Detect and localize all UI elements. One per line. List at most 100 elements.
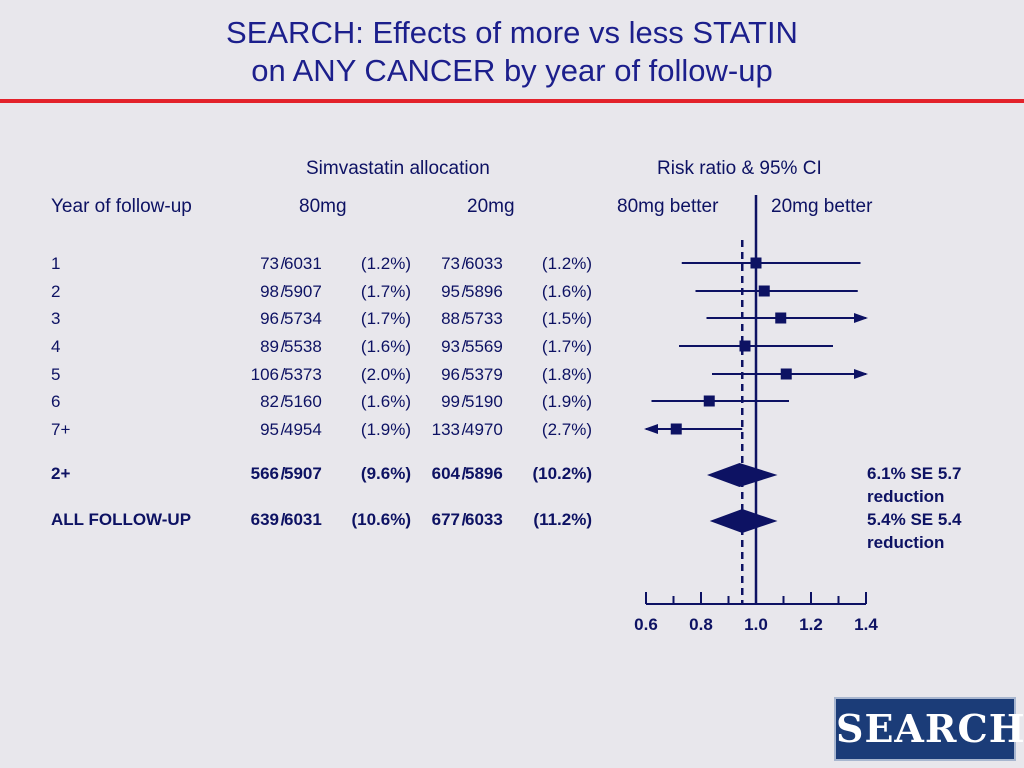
row-label: 3 — [51, 309, 61, 328]
col-20mg-header: 20mg — [467, 196, 515, 217]
row-label: 7+ — [51, 420, 71, 439]
total-80mg: 5538 — [284, 337, 322, 356]
pct-20mg: (1.8%) — [541, 365, 592, 384]
slash-80mg: / — [280, 337, 286, 356]
row-label: 2+ — [51, 464, 71, 483]
row-label: 1 — [51, 254, 61, 273]
slash-80mg: / — [280, 254, 286, 273]
row-label: ALL FOLLOW-UP — [51, 510, 192, 529]
total-20mg: 5896 — [465, 282, 503, 301]
events-20mg: 96 — [441, 365, 460, 384]
page-title: SEARCH: Effects of more vs less STATIN o… — [0, 14, 1024, 90]
slash-20mg: / — [461, 309, 467, 328]
total-80mg: 4954 — [284, 420, 322, 439]
total-20mg: 5190 — [465, 392, 503, 411]
slash-80mg: / — [280, 464, 286, 483]
reduction-word: reduction — [867, 487, 945, 506]
slash-20mg: / — [461, 464, 467, 483]
pct-80mg: (10.6%) — [351, 510, 411, 529]
pct-20mg: (2.7%) — [541, 420, 592, 439]
total-20mg: 4970 — [465, 420, 503, 439]
row-label: 4 — [51, 337, 61, 356]
reduction-word: reduction — [867, 533, 945, 552]
x-axis-tick-label: 1.0 — [744, 615, 768, 634]
slash-20mg: / — [461, 337, 467, 356]
summary-diamond — [707, 463, 778, 487]
events-80mg: 95 — [260, 420, 279, 439]
events-80mg: 73 — [260, 254, 279, 273]
events-20mg: 93 — [441, 337, 460, 356]
total-80mg: 5907 — [284, 464, 322, 483]
ci-arrow-right — [854, 369, 868, 379]
reduction-value: 5.4% SE 5.4 — [867, 510, 962, 529]
search-logo: SEARCH — [834, 697, 1024, 761]
slash-20mg: / — [461, 510, 467, 529]
events-80mg: 89 — [260, 337, 279, 356]
slash-20mg: / — [461, 420, 467, 439]
x-axis-tick-label: 1.2 — [799, 615, 823, 634]
x-axis-tick-label: 0.8 — [689, 615, 713, 634]
pct-80mg: (1.7%) — [360, 282, 411, 301]
total-20mg: 5379 — [465, 365, 503, 384]
total-80mg: 6031 — [284, 254, 322, 273]
x-axis-tick-label: 0.6 — [634, 615, 658, 634]
total-80mg: 5907 — [284, 282, 322, 301]
slash-20mg: / — [461, 282, 467, 301]
events-80mg: 639 — [250, 510, 279, 529]
row-label: 5 — [51, 365, 61, 384]
total-80mg: 5734 — [284, 309, 322, 328]
year-header: Year of follow-up — [51, 196, 192, 217]
reduction-value: 6.1% SE 5.7 — [867, 464, 962, 483]
point-estimate-square — [780, 368, 792, 380]
events-20mg: 88 — [441, 309, 460, 328]
pct-20mg: (1.7%) — [541, 337, 592, 356]
slash-80mg: / — [280, 282, 286, 301]
risk-ratio-header: Risk ratio & 95% CI — [657, 158, 822, 179]
events-80mg: 96 — [260, 309, 279, 328]
pct-80mg: (9.6%) — [360, 464, 411, 483]
allocation-header: Simvastatin allocation — [306, 158, 490, 179]
slash-80mg: / — [280, 392, 286, 411]
ci-arrow-left — [644, 424, 658, 434]
summary-reduction-note: 6.1% SE 5.7 reduction — [867, 462, 962, 508]
pct-20mg: (10.2%) — [532, 464, 592, 483]
events-20mg: 95 — [441, 282, 460, 301]
events-20mg: 677 — [431, 510, 460, 529]
slash-20mg: / — [461, 365, 467, 384]
point-estimate-square — [703, 395, 715, 407]
slash-80mg: / — [280, 309, 286, 328]
pct-20mg: (1.2%) — [541, 254, 592, 273]
events-80mg: 82 — [260, 392, 279, 411]
pct-80mg: (1.6%) — [360, 337, 411, 356]
ci-arrow-right — [854, 313, 868, 323]
title-line-2: on ANY CANCER by year of follow-up — [251, 53, 773, 88]
events-80mg: 566 — [250, 464, 279, 483]
row-label: 2 — [51, 282, 61, 301]
title-line-1: SEARCH: Effects of more vs less STATIN — [226, 15, 798, 50]
pct-20mg: (11.2%) — [533, 510, 592, 529]
total-20mg: 5896 — [465, 464, 503, 483]
pct-20mg: (1.6%) — [541, 282, 592, 301]
pct-80mg: (1.9%) — [360, 420, 411, 439]
col-80mg-header: 80mg — [299, 196, 347, 217]
total-20mg: 6033 — [465, 254, 503, 273]
slash-80mg: / — [280, 420, 286, 439]
row-label: 6 — [51, 392, 61, 411]
events-20mg: 604 — [431, 464, 460, 483]
summary-diamond — [709, 509, 778, 533]
point-estimate-square — [758, 285, 770, 297]
pct-20mg: (1.9%) — [541, 392, 592, 411]
slash-80mg: / — [280, 510, 286, 529]
point-estimate-square — [670, 423, 682, 435]
point-estimate-square — [775, 312, 787, 324]
events-20mg: 73 — [441, 254, 460, 273]
total-80mg: 6031 — [284, 510, 322, 529]
total-20mg: 5569 — [465, 337, 503, 356]
slash-80mg: / — [280, 365, 286, 384]
total-80mg: 5160 — [284, 392, 322, 411]
favours-20mg-label: 20mg better — [771, 196, 873, 217]
total-20mg: 6033 — [465, 510, 503, 529]
logo-text: SEARCH — [836, 706, 1024, 751]
favours-80mg-label: 80mg better — [617, 196, 719, 217]
